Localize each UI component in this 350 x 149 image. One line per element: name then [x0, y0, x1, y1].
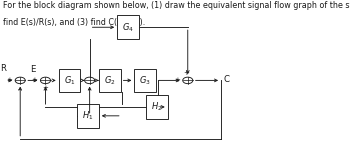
Text: $H_1$: $H_1$	[82, 110, 93, 122]
Text: +: +	[7, 77, 12, 83]
Text: $H_2$: $H_2$	[151, 101, 162, 113]
Text: -: -	[88, 85, 90, 94]
Text: For the block diagram shown below, (1) draw the equivalent signal flow graph of : For the block diagram shown below, (1) d…	[3, 1, 350, 10]
Bar	[134, 69, 156, 92]
Bar	[59, 69, 80, 92]
Bar	[146, 95, 168, 119]
Bar	[99, 69, 121, 92]
Text: +: +	[184, 70, 190, 76]
Bar	[117, 15, 139, 39]
Text: find E(s)/R(s), and (3) find C(s)/R(s).: find E(s)/R(s), and (3) find C(s)/R(s).	[3, 18, 145, 27]
Text: -: -	[18, 85, 21, 94]
Text: $G_4$: $G_4$	[122, 21, 134, 34]
Bar	[77, 104, 99, 128]
Text: $G_3$: $G_3$	[139, 74, 151, 87]
Text: +: +	[42, 85, 48, 91]
Text: +: +	[174, 77, 180, 83]
Text: R: R	[0, 64, 6, 73]
Text: E: E	[30, 65, 36, 74]
Text: $G_2$: $G_2$	[104, 74, 116, 87]
Text: C: C	[224, 75, 230, 84]
Text: $G_1$: $G_1$	[64, 74, 75, 87]
Text: +: +	[32, 77, 38, 83]
